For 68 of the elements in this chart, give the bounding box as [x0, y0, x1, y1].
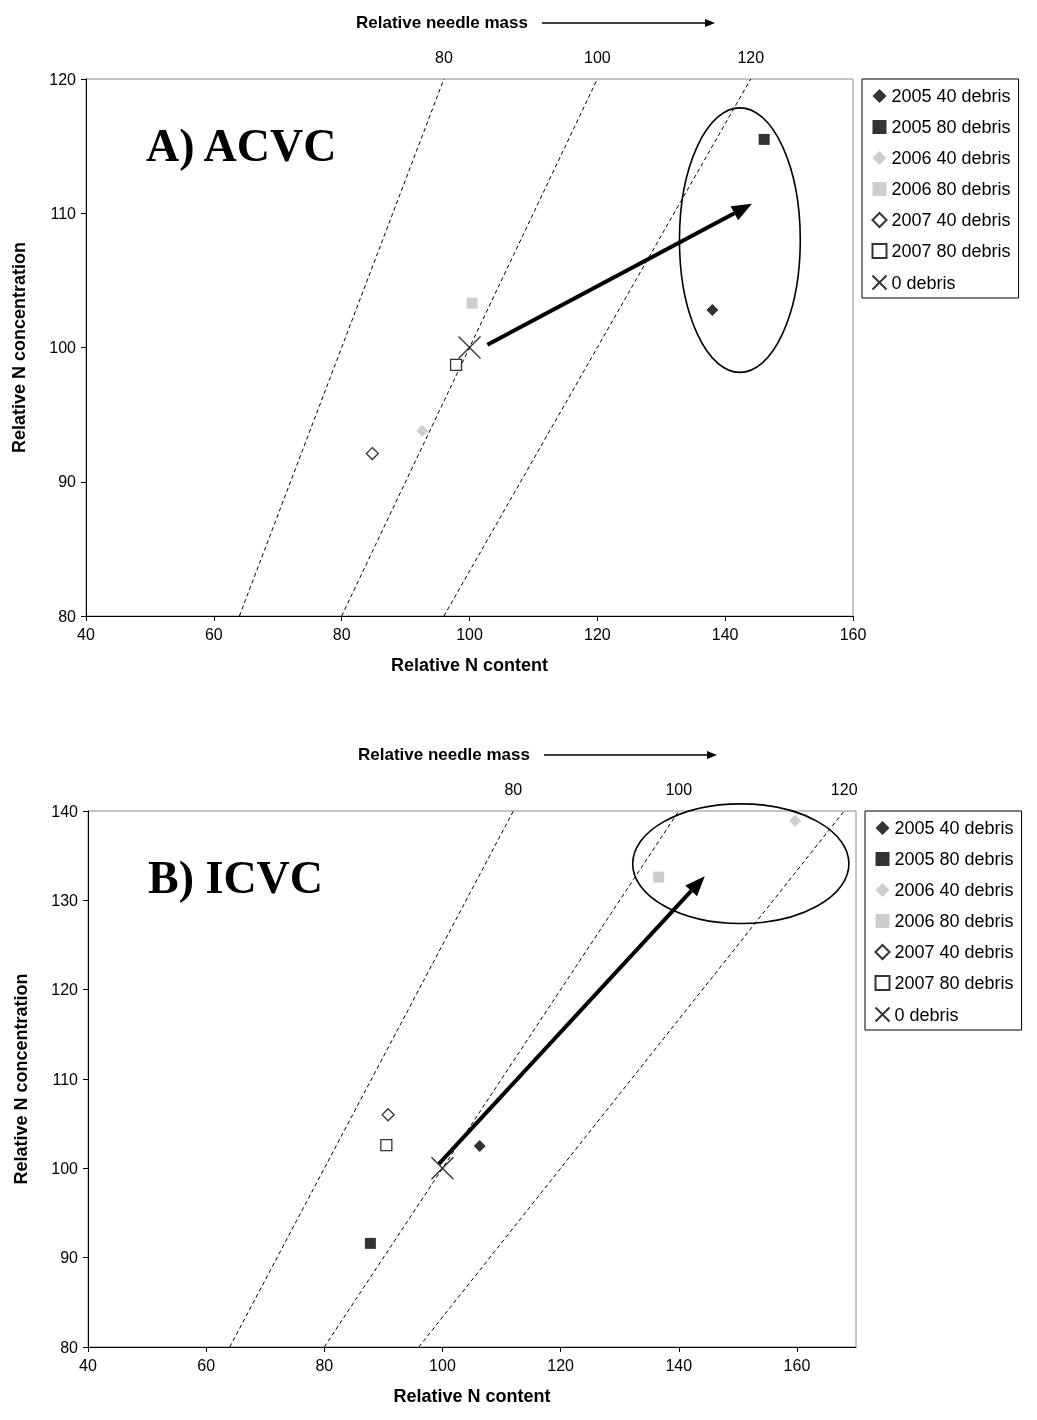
point [457, 335, 482, 360]
point [449, 358, 463, 372]
x-tick-label: 60 [197, 1356, 216, 1374]
x-tick-label: 100 [429, 1356, 456, 1374]
legend-label: 2007 80 debris [894, 973, 1014, 993]
point [365, 446, 379, 461]
y-tick-label: 120 [49, 70, 77, 88]
legend-label: 0 debris [891, 272, 956, 293]
y-tick-label: 110 [52, 1070, 79, 1088]
point [364, 1237, 376, 1249]
x-tick-label: 60 [204, 625, 223, 643]
annotation: 100 [583, 48, 611, 66]
y-axis-title: Relative N concentration [11, 973, 31, 1185]
point [473, 1140, 486, 1152]
point [430, 1156, 455, 1181]
legend-label: 2005 80 debris [891, 117, 1011, 137]
point [653, 871, 665, 883]
legend-label: 2005 40 debris [891, 86, 1011, 106]
legend-label: 0 debris [894, 1004, 959, 1025]
x-tick-label: 140 [711, 625, 739, 643]
legend-label: 2006 40 debris [894, 880, 1014, 900]
y-tick-label: 90 [60, 1249, 79, 1267]
y-tick-label: 110 [50, 204, 77, 222]
text: B) ICVC [148, 851, 324, 903]
x-tick-label: 100 [456, 625, 483, 643]
legend-label: 2005 80 debris [894, 849, 1014, 869]
legend-label: 2006 80 debris [891, 179, 1011, 199]
point [380, 1138, 393, 1152]
y-tick-label: 120 [51, 981, 79, 999]
annotation: 100 [665, 780, 693, 798]
text: Relative needle mass [358, 745, 530, 765]
y-tick-label: 80 [60, 1338, 79, 1356]
text: Relative needle mass [356, 13, 528, 33]
x-tick-label: 80 [315, 1356, 334, 1374]
legend-label: 2006 80 debris [894, 911, 1014, 931]
legend-label: 2007 40 debris [894, 942, 1014, 962]
y-tick-label: 100 [51, 1159, 79, 1177]
x-tick-label: 120 [583, 625, 611, 643]
x-axis-title: Relative N content [393, 1386, 551, 1406]
x-tick-label: 40 [79, 1356, 97, 1374]
y-tick-label: 100 [49, 339, 77, 356]
y-tick-label: 80 [58, 607, 77, 625]
x-tick-label: 160 [839, 625, 867, 643]
x-tick-label: 120 [547, 1356, 575, 1374]
text: A) ACVC [146, 119, 337, 171]
y-axis-title: Relative N concentration [9, 241, 29, 454]
y-tick-label: 130 [51, 891, 79, 909]
x-tick-label: 160 [783, 1356, 811, 1374]
point [416, 424, 429, 437]
point [706, 303, 719, 316]
point [758, 133, 770, 145]
annotation: 80 [435, 48, 453, 66]
x-axis-title: Relative N content [390, 655, 549, 675]
x-tick-label: 40 [77, 625, 95, 643]
legend-label: 2007 80 debris [891, 241, 1011, 261]
annotation: 120 [830, 780, 858, 798]
y-tick-label: 90 [58, 473, 77, 491]
annotation: 120 [737, 48, 765, 66]
annotation: 80 [504, 780, 523, 798]
point [466, 297, 478, 309]
legend-label: 2005 40 debris [894, 818, 1014, 838]
legend-label: 2006 40 debris [891, 148, 1011, 168]
x-tick-label: 80 [332, 625, 351, 643]
x-tick-label: 140 [665, 1356, 693, 1374]
y-tick-label: 140 [51, 802, 79, 820]
point [381, 1108, 395, 1122]
legend-label: 2007 40 debris [891, 210, 1011, 230]
point [789, 814, 802, 827]
